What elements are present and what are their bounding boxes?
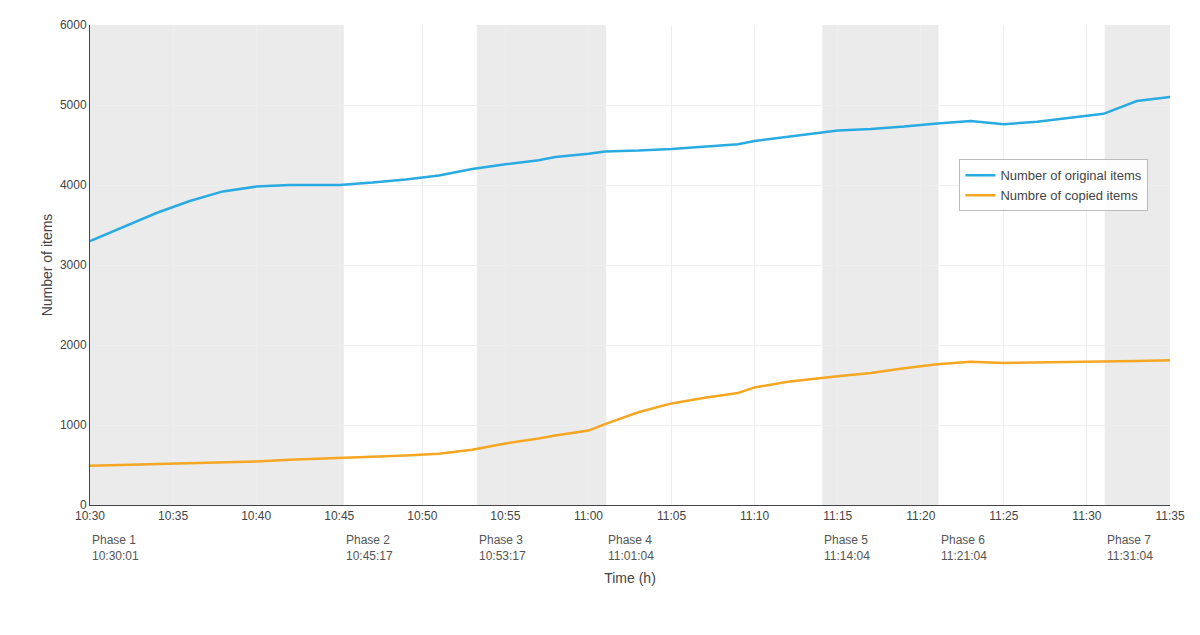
svg-text:Number of original items: Number of original items bbox=[1000, 168, 1141, 183]
svg-text:5000: 5000 bbox=[60, 98, 87, 112]
svg-text:11:20: 11:20 bbox=[906, 509, 935, 523]
svg-text:10:55: 10:55 bbox=[490, 509, 520, 523]
svg-text:Phase 711:31:04: Phase 711:31:04 bbox=[1107, 533, 1153, 563]
svg-text:11:25: 11:25 bbox=[989, 509, 1018, 523]
svg-text:10:45: 10:45 bbox=[324, 509, 354, 523]
svg-text:Number of items: Number of items bbox=[39, 214, 55, 317]
svg-text:11:10: 11:10 bbox=[740, 509, 769, 523]
svg-text:0: 0 bbox=[80, 498, 87, 512]
svg-text:Numbre of copied items: Numbre of copied items bbox=[1000, 188, 1138, 203]
svg-text:2000: 2000 bbox=[60, 338, 87, 352]
svg-text:10:50: 10:50 bbox=[407, 509, 437, 523]
svg-text:11:05: 11:05 bbox=[657, 509, 686, 523]
svg-text:4000: 4000 bbox=[60, 178, 87, 192]
svg-text:Time (h): Time (h) bbox=[604, 570, 656, 586]
svg-text:3000: 3000 bbox=[60, 258, 87, 272]
svg-text:6000: 6000 bbox=[60, 18, 87, 32]
svg-text:Phase 511:14:04: Phase 511:14:04 bbox=[824, 533, 870, 563]
svg-text:Phase 411:01:04: Phase 411:01:04 bbox=[608, 533, 654, 563]
svg-text:Phase 310:53:17: Phase 310:53:17 bbox=[479, 533, 526, 563]
svg-text:11:30: 11:30 bbox=[1072, 509, 1101, 523]
svg-text:Phase 210:45:17: Phase 210:45:17 bbox=[346, 533, 393, 563]
svg-text:10:30: 10:30 bbox=[75, 509, 105, 523]
svg-text:1000: 1000 bbox=[60, 418, 87, 432]
svg-text:11:15: 11:15 bbox=[823, 509, 852, 523]
svg-text:10:40: 10:40 bbox=[241, 509, 271, 523]
svg-text:Phase 611:21:04: Phase 611:21:04 bbox=[941, 533, 987, 563]
svg-text:11:00: 11:00 bbox=[574, 509, 603, 523]
svg-text:Phase 110:30:01: Phase 110:30:01 bbox=[92, 533, 139, 563]
svg-text:11:35: 11:35 bbox=[1155, 509, 1184, 523]
svg-text:10:35: 10:35 bbox=[158, 509, 188, 523]
